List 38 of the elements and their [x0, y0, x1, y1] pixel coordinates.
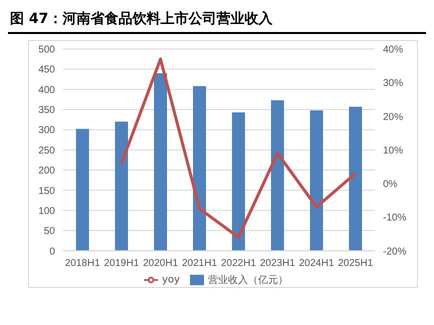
x-tick-label: 2020H1: [142, 258, 178, 269]
y-tick-label: 500: [38, 44, 56, 56]
x-tick-label: 2022H1: [220, 258, 256, 269]
bar: [349, 106, 362, 251]
x-tick-label: 2023H1: [260, 258, 296, 269]
x-tick-label: 2021H1: [182, 258, 218, 269]
y-tick-label: 450: [38, 64, 56, 76]
y-tick-label: 50: [44, 226, 56, 238]
y-tick-label: 350: [38, 105, 56, 116]
x-tick-label: 2019H1: [104, 258, 140, 269]
x-tick-label: 2018H1: [64, 258, 100, 269]
bar: [115, 122, 128, 251]
y2-tick-label: 30%: [383, 78, 404, 90]
y2-tick-label: -20%: [383, 246, 406, 258]
x-tick-label: 2025H1: [338, 258, 374, 269]
bar: [76, 128, 89, 251]
chart-title: 图 47：河南省食品饮料上市公司营业收入: [8, 8, 426, 34]
bar: [310, 110, 323, 251]
y-tick-label: 100: [38, 206, 56, 217]
x-tick-label: 2024H1: [298, 258, 334, 269]
y2-tick-label: 0%: [383, 179, 398, 190]
y-tick-label: 400: [38, 84, 56, 96]
y-tick-label: 200: [38, 166, 56, 177]
legend-label: 营业收入（亿元）: [208, 274, 288, 286]
bar: [193, 86, 206, 251]
y-tick-label: 300: [38, 125, 56, 136]
y-tick-label: 0: [49, 246, 56, 258]
y2-tick-label: 40%: [383, 44, 404, 56]
y-tick-label: 250: [38, 145, 56, 156]
bar: [271, 100, 284, 251]
line-series: [120, 58, 357, 239]
bar: [154, 73, 167, 251]
bar: [232, 112, 245, 251]
y2-tick-label: 10%: [383, 145, 404, 156]
y2-tick-label: 20%: [383, 112, 404, 123]
legend-label: yoy: [162, 274, 180, 286]
y-tick-label: 150: [38, 186, 56, 197]
y2-tick-label: -10%: [383, 212, 406, 224]
